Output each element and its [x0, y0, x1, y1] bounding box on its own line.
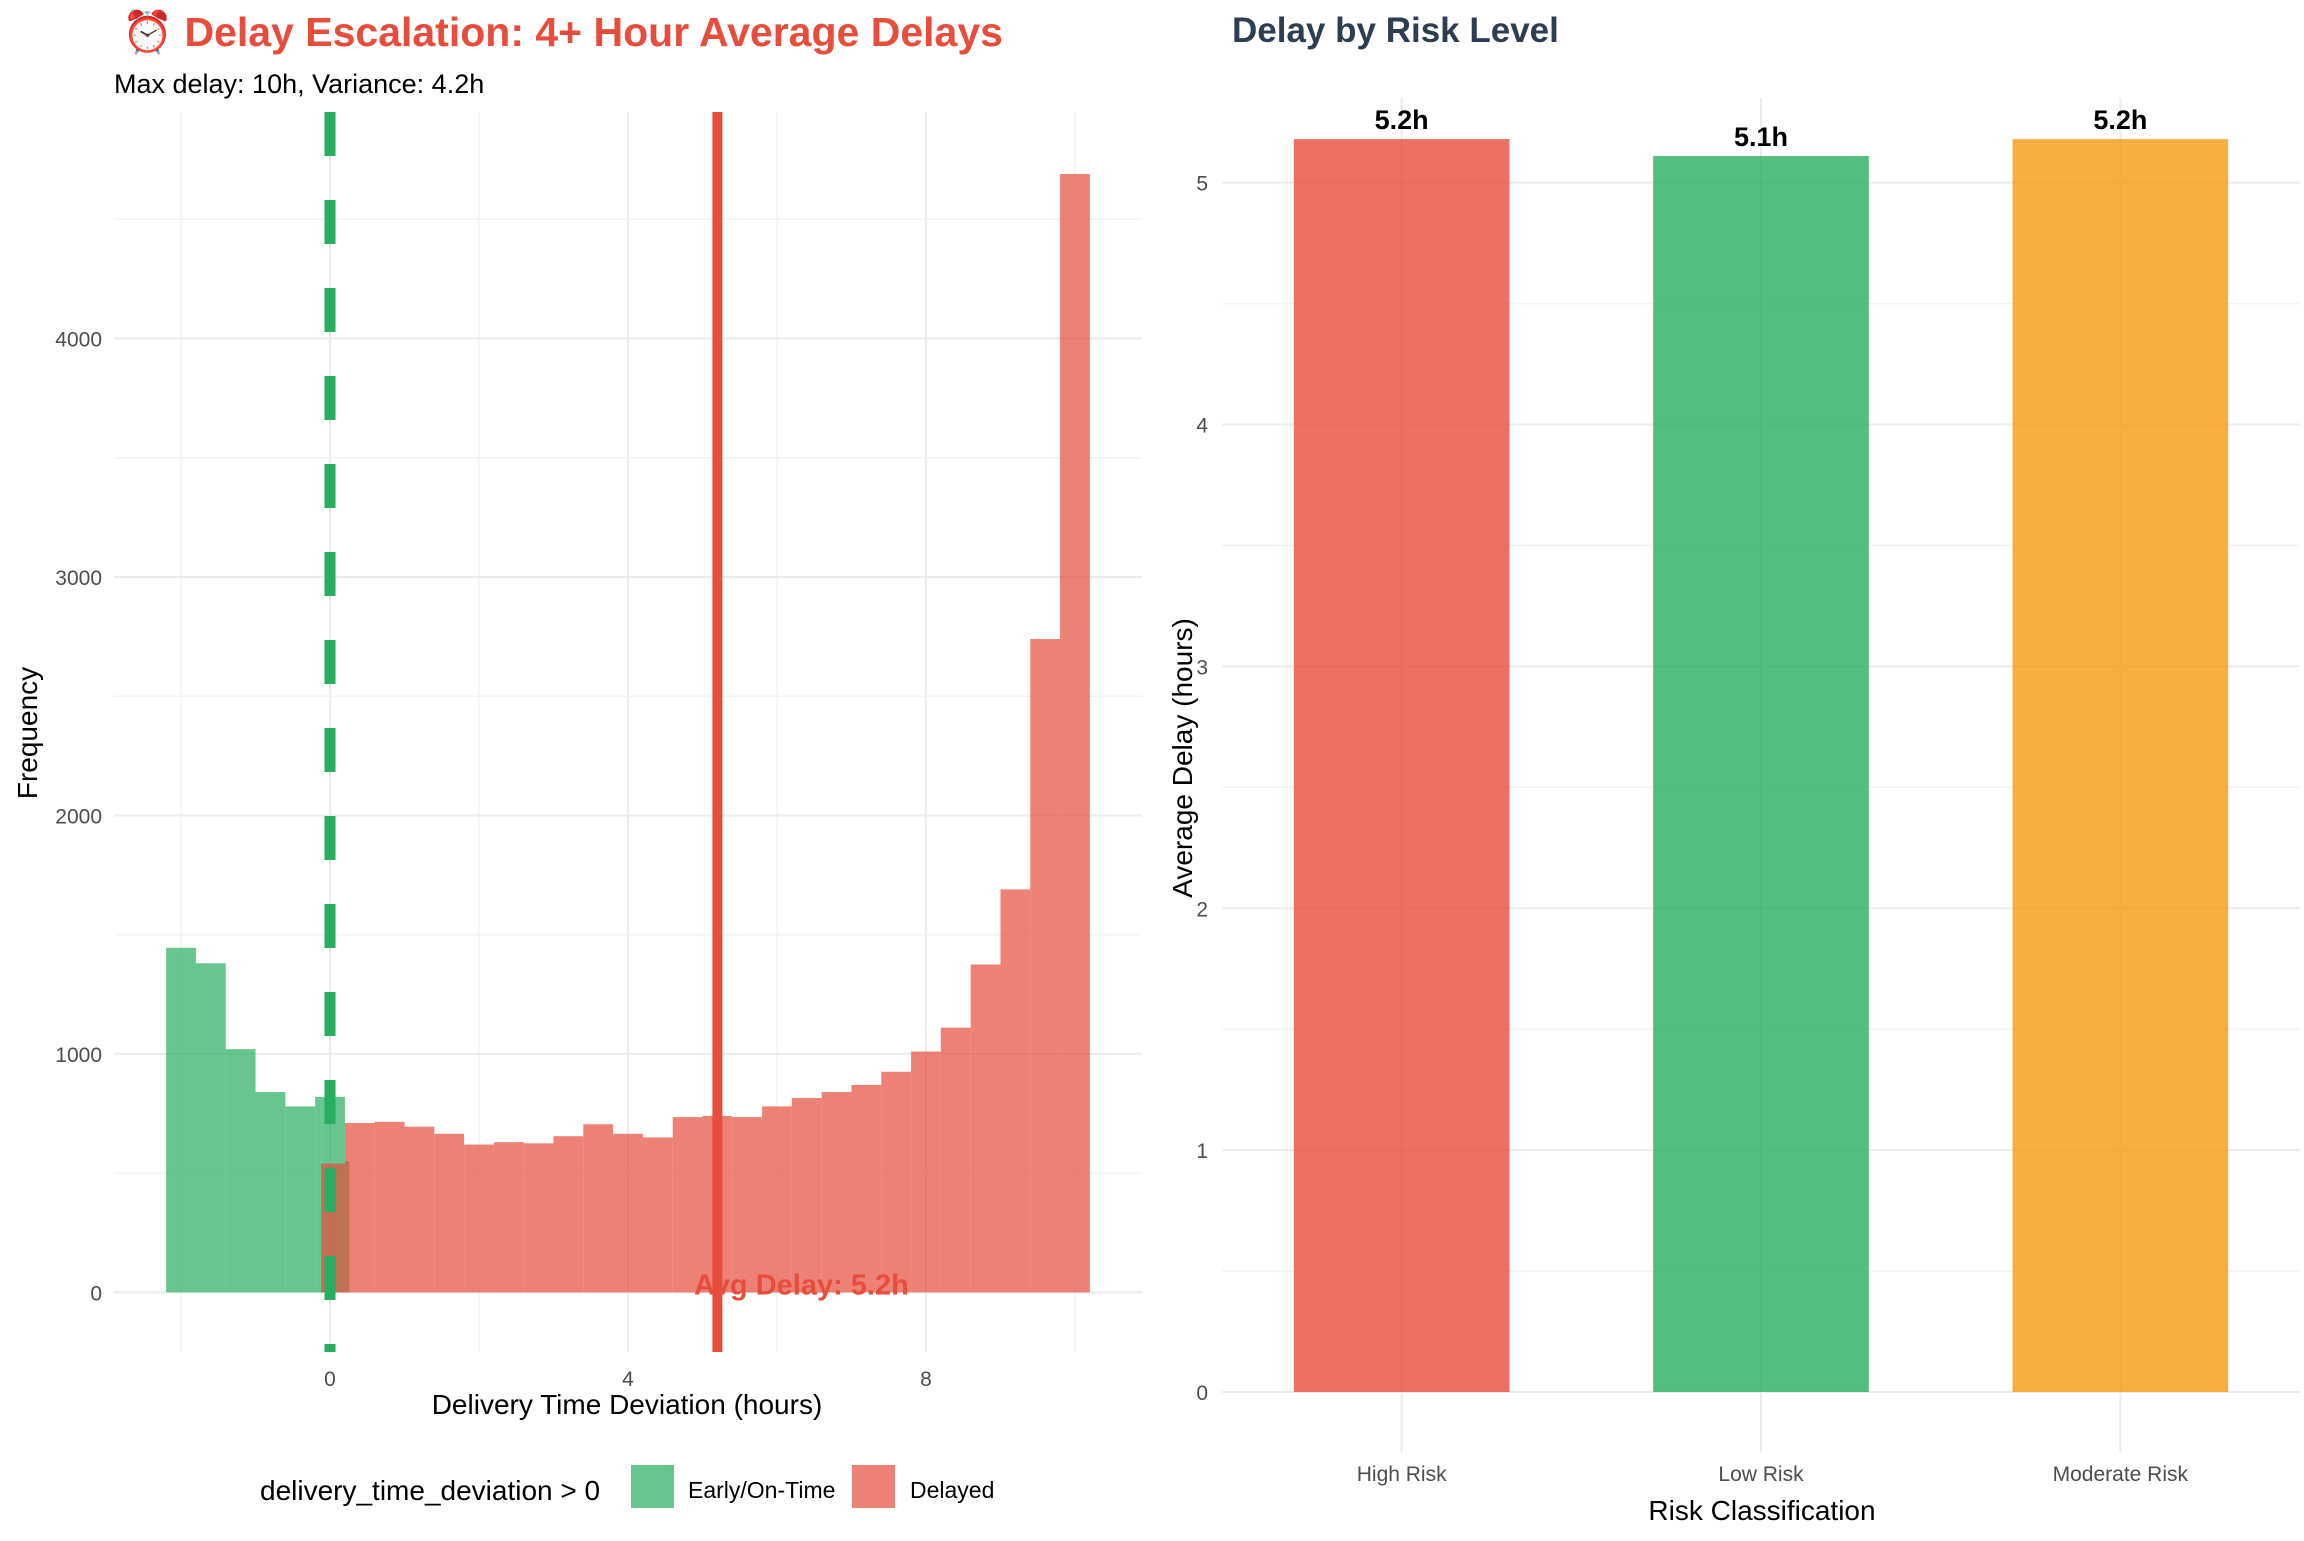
histogram-x-tick-label: 0	[324, 1368, 336, 1391]
risk-bar-value-label: 5.2h	[1375, 105, 1429, 135]
histogram-bar-delayed	[791, 1098, 822, 1293]
risk-y-tick-label: 2	[1196, 898, 1208, 921]
histogram-bar-delayed	[344, 1123, 375, 1293]
histogram-x-tick-label: 4	[622, 1368, 634, 1391]
avg-delay-annotation: Avg Delay: 5.2h	[694, 1269, 909, 1301]
histogram-bar-delayed	[1000, 889, 1031, 1293]
histogram-bar-delayed	[553, 1136, 584, 1293]
histogram-bar-delayed	[523, 1143, 554, 1293]
risk-bar-value-label: 5.2h	[2093, 105, 2147, 135]
histogram-bar-delayed	[374, 1121, 405, 1293]
histogram-bar-early	[166, 947, 196, 1293]
histogram-bar-delayed	[1030, 639, 1061, 1293]
histogram-y-tick-label: 1000	[55, 1044, 102, 1067]
histogram-bar-delayed	[613, 1133, 643, 1293]
histogram-bar-delayed	[762, 1106, 792, 1293]
histogram-bar-early	[255, 1092, 286, 1293]
histogram-x-tick-label: 8	[920, 1368, 932, 1391]
histogram-bar-delayed	[493, 1142, 524, 1293]
histogram-bar-early	[285, 1106, 316, 1293]
risk-y-axis-label: Average Delay (hours)	[1167, 618, 1198, 898]
histogram-bar-delayed	[851, 1084, 882, 1293]
histogram-y-tick-label: 4000	[55, 329, 102, 352]
histogram-bar-delayed	[732, 1117, 763, 1293]
histogram-bar-delayed	[404, 1126, 435, 1293]
histogram-bar-early	[225, 1049, 256, 1293]
risk-x-axis-label: Risk Classification	[1648, 1495, 1875, 1526]
risk-bar-panel: 5.2h 5.1h 5.2h 0 1 2 3 4 5 High Risk Low Risk Mod…	[1167, 11, 2300, 1526]
risk-bar	[1293, 139, 1510, 1392]
histogram-y-tick-label: 2000	[55, 805, 102, 828]
risk-y-tick-label: 5	[1196, 173, 1208, 196]
legend-swatch-early	[631, 1465, 674, 1508]
histogram-bar-delayed	[583, 1124, 614, 1293]
histogram-subtitle: Max delay: 10h, Variance: 4.2h	[114, 69, 484, 99]
risk-bar	[2012, 139, 2229, 1392]
histogram-bar-delayed	[1060, 174, 1090, 1293]
histogram-y-tick-label: 0	[90, 1282, 102, 1305]
histogram-bar-early	[315, 1096, 322, 1293]
risk-chart-title: Delay by Risk Level	[1232, 11, 1559, 50]
histogram-y-axis-label: Frequency	[12, 667, 43, 799]
histogram-bar-delayed	[970, 964, 1001, 1293]
legend: delivery_time_deviation > 0 Early/On-Tim…	[260, 1465, 994, 1508]
risk-y-tick-label: 3	[1196, 656, 1208, 679]
histogram-bar-delayed	[911, 1051, 941, 1293]
risk-y-tick-label: 0	[1196, 1382, 1208, 1405]
risk-bar-value-label: 5.1h	[1734, 122, 1788, 152]
legend-label-delayed: Delayed	[910, 1477, 994, 1503]
histogram-panel: 0 1000 2000 3000 4000 0 4 8 ⏰ Delay Escalation…	[12, 7, 1142, 1420]
risk-y-tick-label: 4	[1196, 415, 1208, 438]
histogram-title: ⏰ Delay Escalation: 4+ Hour Average Dela…	[122, 7, 1003, 55]
legend-label-early: Early/On-Time	[688, 1477, 835, 1503]
histogram-bar-delayed	[642, 1137, 673, 1293]
histogram-bar-delayed	[434, 1133, 465, 1293]
histogram-bar-early	[195, 963, 226, 1293]
legend-title: delivery_time_deviation > 0	[260, 1475, 600, 1506]
risk-y-tick-label: 1	[1196, 1140, 1208, 1163]
histogram-x-axis-label: Delivery Time Deviation (hours)	[432, 1389, 823, 1420]
risk-x-tick-label: Low Risk	[1718, 1463, 1804, 1486]
risk-bar	[1653, 156, 1869, 1393]
legend-swatch-delayed	[852, 1465, 895, 1508]
histogram-bar-delayed	[672, 1117, 703, 1293]
histogram-y-tick-label: 3000	[55, 567, 102, 590]
histogram-bar-delayed	[940, 1027, 971, 1293]
histogram-bar-delayed	[821, 1092, 852, 1293]
histogram-bar-delayed	[464, 1144, 494, 1293]
histogram-bar-delayed	[881, 1071, 912, 1293]
risk-x-tick-label: Moderate Risk	[2053, 1463, 2189, 1486]
risk-x-tick-label: High Risk	[1357, 1463, 1447, 1486]
